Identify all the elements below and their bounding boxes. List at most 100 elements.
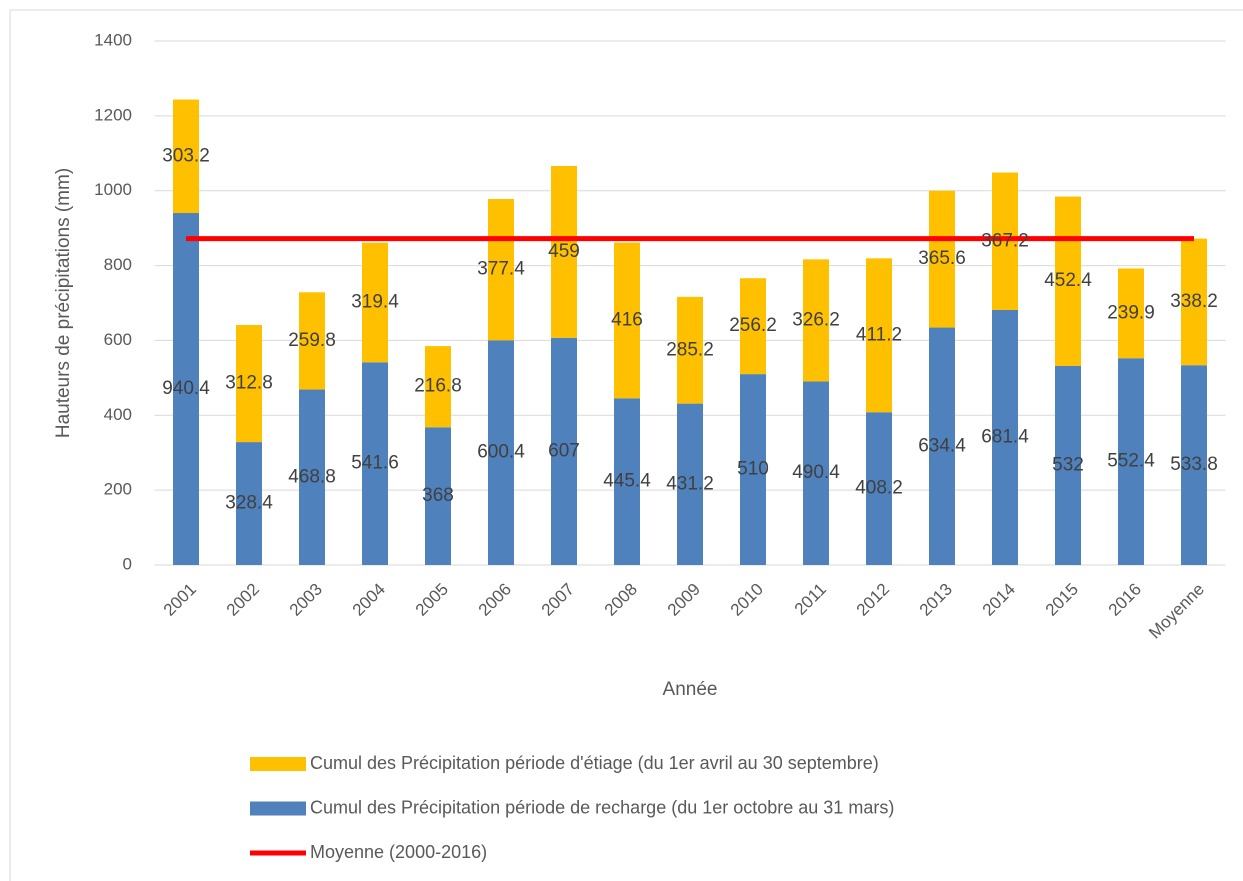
x-tick-label: 2002 — [223, 580, 263, 620]
data-label: 541.6 — [351, 453, 399, 474]
bar-segment — [740, 278, 766, 375]
x-tick-label: 2003 — [286, 580, 326, 620]
data-label: 532 — [1052, 454, 1084, 475]
bar-segment — [803, 381, 829, 565]
y-axis-title: Hauteurs de précipitations (mm) — [53, 168, 74, 438]
bar-segment — [614, 398, 640, 565]
bar-segment — [677, 296, 703, 404]
bar-segment — [614, 242, 640, 399]
x-tick-label: 2011 — [791, 580, 830, 619]
bar-segment — [866, 412, 892, 565]
bar-segment — [1181, 365, 1207, 565]
bar-segment — [236, 442, 262, 565]
data-label: 256.2 — [729, 315, 777, 336]
data-label: 216.8 — [414, 376, 462, 397]
y-tick-label: 400 — [104, 405, 132, 424]
bar-segment — [803, 259, 829, 382]
bar-segment — [173, 213, 199, 565]
bar-segment — [1181, 238, 1207, 366]
x-tick-label: 2009 — [664, 580, 704, 620]
bar-segment — [425, 346, 451, 428]
data-label: 416 — [611, 309, 643, 330]
data-label: 303.2 — [162, 145, 210, 166]
y-tick-label: 1000 — [94, 180, 132, 199]
data-label: 490.4 — [792, 462, 840, 483]
legend-swatch — [250, 757, 306, 771]
x-tick-label: Moyenne — [1145, 580, 1208, 643]
bar-segment — [677, 403, 703, 565]
bar-segment — [1118, 268, 1144, 359]
data-label: 312.8 — [225, 373, 273, 394]
legend-swatch — [250, 801, 306, 816]
legend-label: Cumul des Précipitation période d'étiage… — [310, 753, 879, 773]
data-label: 510 — [737, 459, 769, 480]
data-label: 367.2 — [981, 230, 1029, 251]
x-tick-label: 2013 — [916, 580, 956, 620]
bar-segment — [488, 199, 514, 341]
legend-label: Moyenne (2000-2016) — [310, 842, 487, 862]
bar-segment — [299, 389, 325, 565]
x-tick-label: 2012 — [853, 580, 893, 620]
bar-segment — [1118, 358, 1144, 565]
data-label: 239.9 — [1107, 302, 1155, 323]
data-label: 533.8 — [1170, 454, 1218, 475]
x-tick-label: 2016 — [1105, 580, 1145, 620]
y-tick-label: 0 — [123, 554, 132, 573]
chart-frame — [9, 9, 1243, 881]
data-label: 607 — [548, 440, 580, 461]
data-label: 452.4 — [1044, 270, 1092, 291]
y-tick-label: 800 — [104, 255, 132, 274]
x-tick-label: 2015 — [1042, 580, 1082, 620]
bar-segment — [236, 325, 262, 443]
x-tick-label: 2014 — [979, 580, 1019, 620]
x-tick-label: 2004 — [349, 580, 389, 620]
bar-segment — [551, 166, 577, 338]
data-label: 468.8 — [288, 466, 336, 487]
bar-segment — [425, 427, 451, 565]
bar-segment — [929, 190, 955, 328]
data-label: 600.4 — [477, 442, 525, 463]
legend-label: Cumul des Précipitation période de recha… — [310, 797, 894, 817]
bar-segment — [992, 309, 1018, 565]
data-label: 259.8 — [288, 330, 336, 351]
data-label: 319.4 — [351, 292, 399, 313]
x-tick-label: 2006 — [475, 580, 515, 620]
x-tick-label: 2010 — [727, 580, 767, 620]
x-tick-label: 2007 — [538, 580, 578, 620]
bar-segment — [551, 337, 577, 565]
bar-segment — [1055, 196, 1081, 366]
bar-segment — [866, 258, 892, 413]
y-tick-label: 600 — [104, 330, 132, 349]
data-label: 445.4 — [603, 471, 651, 492]
bar-segment — [929, 327, 955, 565]
data-label: 552.4 — [1107, 451, 1155, 472]
x-axis-title: Année — [663, 679, 718, 700]
data-label: 365.6 — [918, 248, 966, 269]
data-label: 681.4 — [981, 426, 1029, 447]
data-label: 459 — [548, 241, 580, 262]
data-label: 328.4 — [225, 493, 273, 514]
data-label: 326.2 — [792, 309, 840, 330]
y-tick-label: 200 — [104, 480, 132, 499]
data-label: 377.4 — [477, 259, 525, 280]
bar-segment — [488, 340, 514, 565]
y-tick-label: 1400 — [94, 30, 132, 49]
data-label: 940.4 — [162, 378, 210, 399]
data-label: 634.4 — [918, 435, 966, 456]
data-label: 368 — [422, 485, 454, 506]
data-label: 408.2 — [855, 478, 903, 499]
bar-segment — [1055, 365, 1081, 565]
bar-segment — [173, 99, 199, 214]
x-tick-label: 2001 — [160, 580, 200, 620]
bar-segment — [992, 172, 1018, 310]
bar-segment — [740, 374, 766, 565]
x-tick-label: 2005 — [412, 580, 452, 620]
data-label: 411.2 — [856, 324, 902, 345]
bar-segment — [299, 292, 325, 390]
data-label: 285.2 — [666, 339, 714, 360]
data-label: 338.2 — [1170, 291, 1218, 312]
data-label: 431.2 — [666, 473, 714, 494]
x-tick-label: 2008 — [601, 580, 641, 620]
bar-segment — [362, 362, 388, 565]
